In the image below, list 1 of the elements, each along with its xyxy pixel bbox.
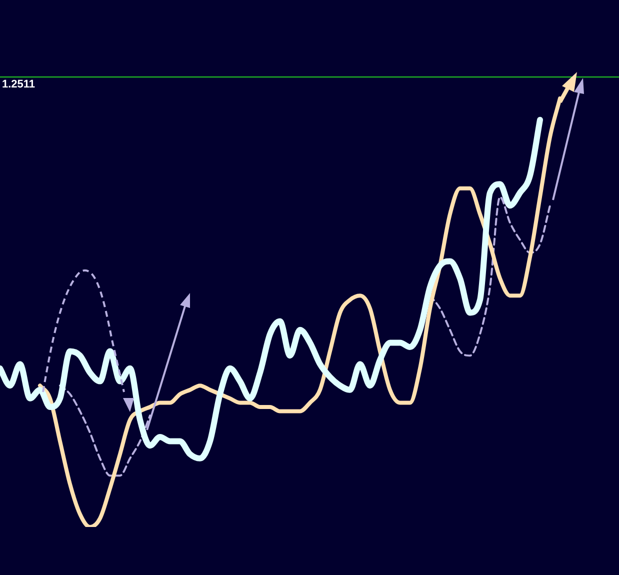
text: 1.2511 [2,78,36,91]
